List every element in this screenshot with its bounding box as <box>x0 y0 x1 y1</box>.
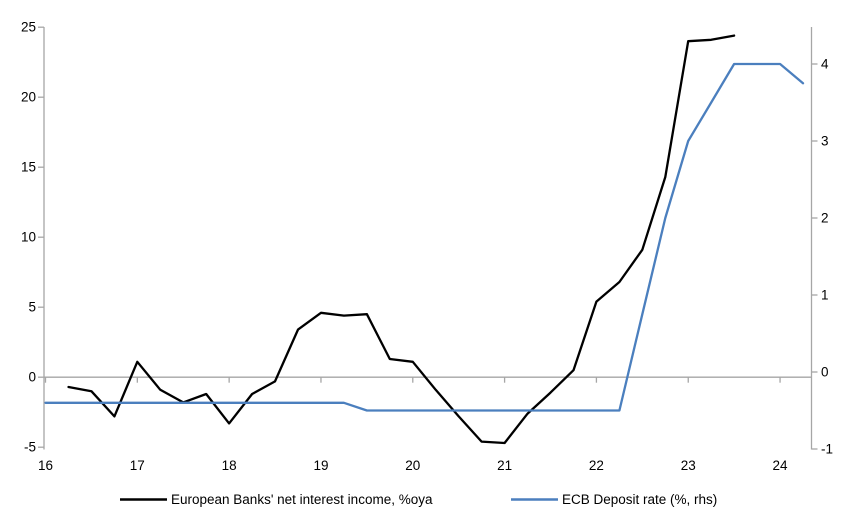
right-axis-tick-label: -1 <box>821 442 833 457</box>
left-axis-tick-label: -5 <box>24 440 36 455</box>
left-axis-tick-label: 5 <box>28 300 36 315</box>
axes-group <box>38 26 818 450</box>
x-axis-tick-label: 20 <box>405 458 420 473</box>
x-axis-tick-label: 17 <box>130 458 145 473</box>
series-group <box>44 34 805 445</box>
left-axis-tick-label: 10 <box>21 230 36 245</box>
x-axis-tick-label: 24 <box>773 458 789 473</box>
x-axis-tick-label: 16 <box>38 458 53 473</box>
right-axis-tick-label: 2 <box>821 211 829 226</box>
right-axis-tick-label: 1 <box>821 288 829 303</box>
right-axis-tick-label: 3 <box>821 134 829 149</box>
x-axis-tick-label: 19 <box>313 458 328 473</box>
legend-label-nii: European Banks' net interest income, %oy… <box>171 492 433 507</box>
legend: European Banks' net interest income, %oy… <box>120 492 717 507</box>
x-axis-tick-label: 21 <box>497 458 512 473</box>
zero-line-group <box>44 376 812 383</box>
x-axis-tick-label: 18 <box>222 458 237 473</box>
series-line-net-interest-income <box>67 34 736 445</box>
left-axis-tick-label: 0 <box>28 370 36 385</box>
legend-label-ecb: ECB Deposit rate (%, rhs) <box>562 492 717 507</box>
right-axis-tick-label: 4 <box>821 57 829 72</box>
right-axis-tick-label: 0 <box>821 365 829 380</box>
left-axis-tick-label: 15 <box>21 160 36 175</box>
x-axis-tick-label: 23 <box>681 458 696 473</box>
left-axis-tick-label: 25 <box>21 20 36 35</box>
left-axis-tick-label: 20 <box>21 90 36 105</box>
x-axis-tick-label: 22 <box>589 458 604 473</box>
series-line-ecb-deposit-rate <box>44 62 805 412</box>
